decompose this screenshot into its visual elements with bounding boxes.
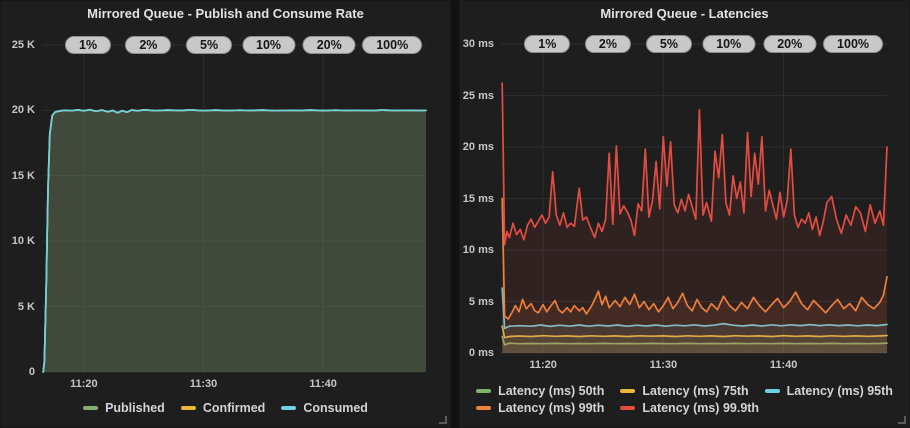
legend-row: Latency (ms) 99th Latency (ms) 99.9th <box>476 399 893 416</box>
legend-label: Latency (ms) 99th <box>498 400 605 415</box>
x-axis-tick-label: 11:40 <box>769 359 798 371</box>
threshold-pill-100: 100% <box>362 36 423 54</box>
y-axis-tick-label: 20 K <box>11 104 35 117</box>
legend-item-latency-ms-95th[interactable]: Latency (ms) 95th <box>764 383 893 398</box>
legend-item-latency-ms-99-9th[interactable]: Latency (ms) 99.9th <box>620 401 759 415</box>
line-latency-ms-99th <box>501 197 888 320</box>
y-axis-tick-label: 0 ms <box>468 347 494 359</box>
y-axis-tick-label: 0 <box>28 366 35 378</box>
area-published <box>43 109 426 372</box>
line-latency-ms-50th <box>501 335 888 346</box>
legend-item-consumed[interactable]: Consumed <box>281 401 368 415</box>
panel-resize-handle[interactable] <box>898 416 906 424</box>
legend-swatch-icon <box>83 405 99 410</box>
threshold-pill-2: 2% <box>125 36 172 54</box>
panel-latencies: Mirrored Queue - Latencies 1% 2% 5% 10% 20% 1… <box>459 0 910 428</box>
threshold-pill-100: 100% <box>823 35 884 53</box>
legend-label: Latency (ms) 99.9th <box>642 400 760 415</box>
panel-title[interactable]: Mirrored Queue - Publish and Consume Rat… <box>87 6 364 21</box>
legend-swatch-icon <box>281 405 297 410</box>
legend-swatch-icon <box>620 388 636 393</box>
legend-swatch-icon <box>180 405 196 410</box>
threshold-pill-10: 10% <box>702 35 756 53</box>
threshold-pill-10: 10% <box>242 36 296 54</box>
legend-item-published[interactable]: Published <box>83 401 165 415</box>
legend-swatch-icon <box>476 388 492 393</box>
y-axis-tick-label: 5 K <box>17 300 35 313</box>
legend-item-latency-ms-75th[interactable]: Latency (ms) 75th <box>620 383 749 398</box>
chart-legend: Published Confirmed Consumed <box>1 399 450 416</box>
legend-label: Latency (ms) 50th <box>498 383 605 398</box>
x-axis-tick-label: 11:20 <box>70 378 98 390</box>
chart-plot-area[interactable]: 1% 2% 5% 10% 20% 100% <box>42 36 427 373</box>
area-latency-ms-50th <box>502 336 887 353</box>
chart-plot-area[interactable]: 1% 2% 5% 10% 20% 100% <box>501 35 888 354</box>
legend-label: Consumed <box>303 400 368 415</box>
x-axis-tick-label: 11:30 <box>649 359 678 371</box>
legend-item-latency-ms-99th[interactable]: Latency (ms) 99th <box>476 401 604 415</box>
threshold-pill-5: 5% <box>185 36 233 54</box>
x-axis-tick-label: 11:30 <box>189 378 218 390</box>
y-axis-tick-label: 10 K <box>11 235 35 248</box>
legend-swatch-icon <box>764 388 780 393</box>
threshold-pill-2: 2% <box>584 35 631 53</box>
legend-swatch-icon <box>620 405 636 410</box>
panel-resize-handle[interactable] <box>439 416 447 424</box>
area-latency-ms-75th <box>502 326 887 353</box>
legend-label: Confirmed <box>202 400 266 415</box>
y-axis-tick-label: 15 K <box>11 169 35 182</box>
y-axis-tick-label: 25 ms <box>462 89 494 102</box>
threshold-pill-20: 20% <box>302 36 356 54</box>
y-axis-tick-label: 10 ms <box>462 244 494 256</box>
legend-item-latency-ms-50th[interactable]: Latency (ms) 50th <box>476 384 604 398</box>
line-latency-ms-99-9th <box>501 82 888 246</box>
threshold-pill-20: 20% <box>763 35 817 53</box>
legend-label: Published <box>105 400 165 415</box>
panel-title[interactable]: Mirrored Queue - Latencies <box>600 6 769 21</box>
y-axis-tick-label: 30 ms <box>462 38 494 50</box>
legend-row: Published Confirmed Consumed <box>83 399 368 416</box>
threshold-pill-1: 1% <box>65 36 112 54</box>
area-consumed <box>43 109 426 372</box>
line-latency-ms-75th <box>501 325 888 339</box>
latency-chart-canvas <box>501 43 888 354</box>
x-axis-tick-label: 11:20 <box>529 359 557 371</box>
legend-row: Latency (ms) 50th Latency (ms) 75th Latenc… <box>476 382 893 399</box>
threshold-pill-5: 5% <box>645 35 692 53</box>
line-consumed <box>42 108 427 373</box>
line-latency-ms-95th <box>501 287 888 330</box>
y-axis-tick-label: 15 ms <box>462 192 494 205</box>
threshold-pill-1: 1% <box>524 35 571 53</box>
legend-label: Latency (ms) 95th <box>786 383 893 398</box>
area-latency-ms-99-9th <box>502 83 887 353</box>
y-axis-tick-label: 5 ms <box>468 295 494 308</box>
y-axis-tick-label: 20 ms <box>462 141 494 153</box>
area-latency-ms-95th <box>502 288 887 353</box>
legend-item-confirmed[interactable]: Confirmed <box>180 400 266 415</box>
x-axis-tick-label: 11:40 <box>309 378 337 390</box>
panel-publish-consume-rate: Mirrored Queue - Publish and Consume Rat… <box>0 0 451 428</box>
legend-swatch-icon <box>476 405 492 410</box>
y-axis-tick-label: 25 K <box>11 39 35 51</box>
chart-legend: Latency (ms) 50th Latency (ms) 75th Latenc… <box>460 382 909 416</box>
area-confirmed <box>43 109 426 372</box>
rate-chart-canvas <box>42 44 427 373</box>
area-latency-ms-99th <box>502 198 887 353</box>
legend-label: Latency (ms) 75th <box>642 383 749 398</box>
